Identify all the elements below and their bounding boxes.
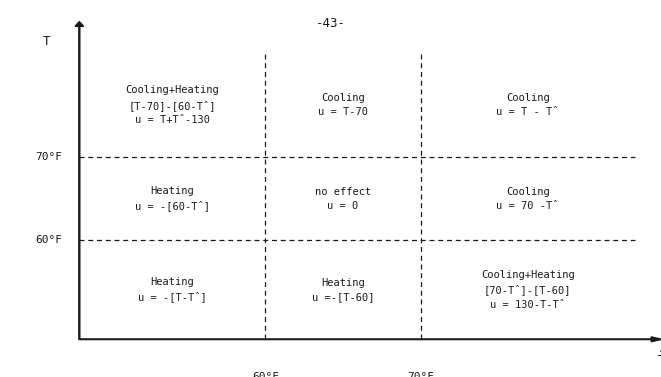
Text: 60°F: 60°F — [252, 372, 279, 377]
Text: Heating
u =-[T-60]: Heating u =-[T-60] — [312, 278, 374, 302]
Text: 70°F: 70°F — [407, 372, 434, 377]
Text: 70°F: 70°F — [36, 152, 63, 162]
Text: no effect
u = 0: no effect u = 0 — [315, 187, 371, 211]
Text: Cooling+Heating
[70-T̂]-[T-60]
u = 130-T-T̂: Cooling+Heating [70-T̂]-[T-60] u = 130-T… — [481, 270, 574, 310]
Text: Cooling
u = 70 -T̂: Cooling u = 70 -T̂ — [496, 187, 559, 211]
Text: Heating
u = -[T-T̂]: Heating u = -[T-T̂] — [138, 277, 207, 303]
Text: 60°F: 60°F — [36, 236, 63, 245]
Text: Cooling
u = T - T̂: Cooling u = T - T̂ — [496, 93, 559, 117]
Text: T: T — [42, 35, 50, 48]
Text: -43-: -43- — [315, 17, 346, 30]
Text: Cooling
u = T-70: Cooling u = T-70 — [318, 93, 368, 117]
Text: $\hat{\rm T}$: $\hat{\rm T}$ — [658, 350, 661, 368]
Text: Heating
u = -[60-T̂]: Heating u = -[60-T̂] — [135, 186, 210, 211]
Text: Cooling+Heating
[T-70]-[60-T̂]
u = T+T̂-130: Cooling+Heating [T-70]-[60-T̂] u = T+T̂-… — [126, 85, 219, 125]
